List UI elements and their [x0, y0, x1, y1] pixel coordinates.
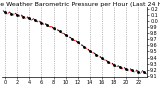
Title: Milwaukee Weather Barometric Pressure per Hour (Last 24 Hours): Milwaukee Weather Barometric Pressure pe…: [0, 2, 160, 7]
